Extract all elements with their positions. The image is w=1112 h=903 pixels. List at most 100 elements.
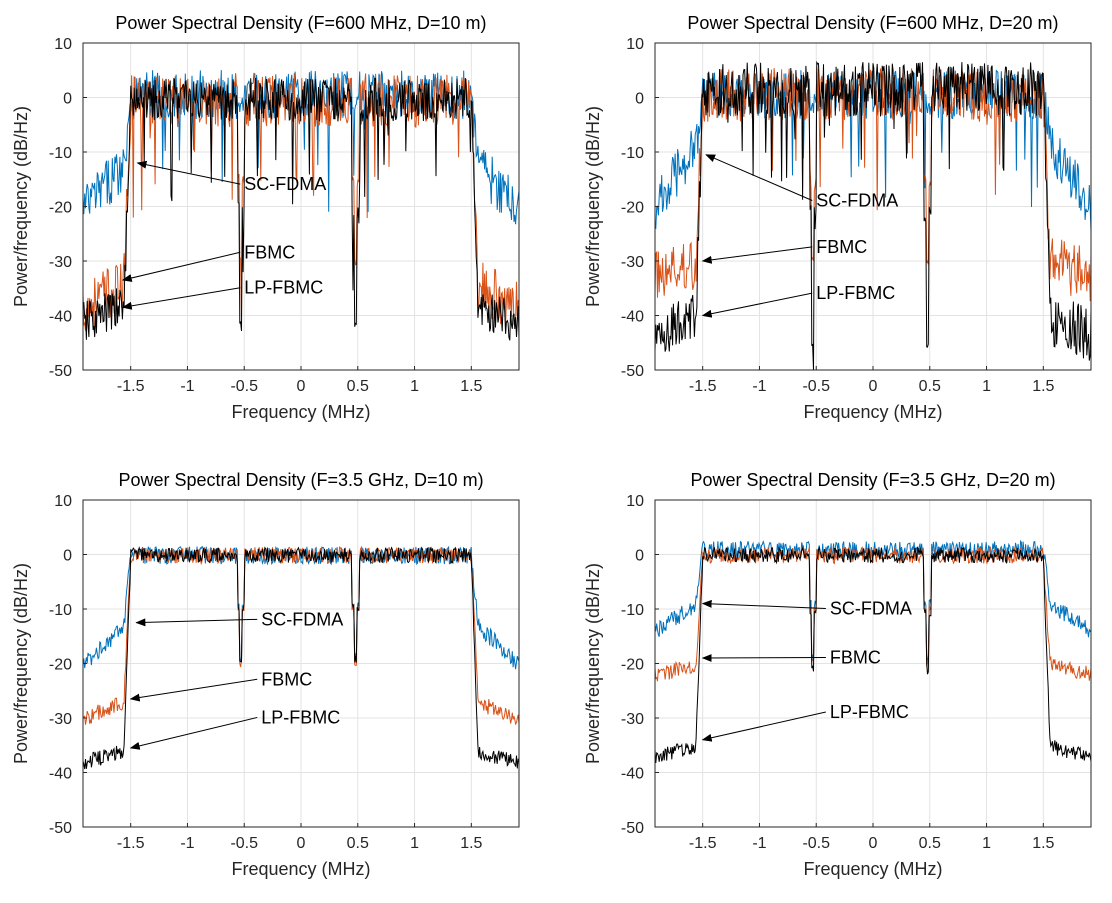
- y-tick-label: -40: [621, 309, 644, 326]
- x-tick-label: -1.5: [689, 378, 717, 395]
- y-tick-label: -30: [621, 254, 644, 271]
- y-tick-label: -10: [621, 602, 644, 619]
- chart-title: Power Spectral Density (F=3.5 GHz, D=20 …: [690, 470, 1055, 490]
- annotation-label: LP-FBMC: [244, 278, 323, 298]
- x-tick-label: -0.5: [802, 378, 830, 395]
- psd-panel-4: -1.5 -1 -0.5 0 0.5 1 1.5 10 0 -10 -20 -30 -40 -50 Powe…: [583, 470, 1092, 879]
- x-axis-label: Frequency (MHz): [803, 402, 942, 422]
- annotation-label: LP-FBMC: [261, 707, 340, 727]
- annotation-arrow: [701, 654, 826, 663]
- y-axis-label: Power/frequency (dB/Hz): [583, 563, 603, 764]
- annotation-label: SC-FDMA: [244, 174, 326, 194]
- x-tick-label: 0.5: [919, 378, 941, 395]
- x-tick-label: -0.5: [230, 835, 258, 852]
- y-tick-label: 0: [635, 548, 644, 565]
- x-tick-label: -1.5: [117, 378, 145, 395]
- annotation-label: LP-FBMC: [816, 283, 895, 303]
- y-tick-label: -40: [621, 766, 644, 783]
- y-tick-label: -10: [49, 145, 72, 162]
- series-line-lpfbmc: [655, 545, 1091, 764]
- annotation-arrow: [701, 711, 826, 742]
- x-tick-label: 0: [869, 835, 878, 852]
- x-tick-label: -1: [180, 378, 194, 395]
- x-tick-label: 0: [297, 835, 306, 852]
- x-tick-label: 1: [410, 378, 419, 395]
- series-line-lpfbmc: [83, 77, 519, 341]
- annotation-label: FBMC: [830, 648, 881, 668]
- x-tick-label: 0: [297, 378, 306, 395]
- annotation-label: SC-FDMA: [816, 191, 898, 211]
- x-axis-label: Frequency (MHz): [231, 859, 370, 879]
- y-tick-label: 10: [54, 493, 72, 510]
- y-tick-label: -30: [49, 711, 72, 728]
- annotation-arrow: [701, 599, 826, 609]
- y-axis-label: Power/frequency (dB/Hz): [11, 106, 31, 307]
- annotation-arrow: [135, 618, 258, 627]
- y-axis-label: Power/frequency (dB/Hz): [583, 106, 603, 307]
- x-tick-label: 1: [982, 378, 991, 395]
- y-tick-label: -30: [621, 711, 644, 728]
- x-tick-label: -0.5: [802, 835, 830, 852]
- x-tick-label: 1.5: [460, 378, 482, 395]
- annotation-arrow: [121, 251, 241, 282]
- x-axis-label: Frequency (MHz): [231, 402, 370, 422]
- x-tick-label: 1: [410, 835, 419, 852]
- x-tick-label: -1: [180, 835, 194, 852]
- annotation-label: FBMC: [261, 669, 312, 689]
- x-tick-label: 0.5: [347, 378, 369, 395]
- x-tick-label: 1.5: [460, 835, 482, 852]
- x-tick-label: 0.5: [347, 835, 369, 852]
- annotation-arrow: [705, 154, 813, 201]
- chart-title: Power Spectral Density (F=600 MHz, D=20 …: [687, 13, 1058, 33]
- annotation-label: LP-FBMC: [830, 702, 909, 722]
- y-tick-label: -20: [621, 657, 644, 674]
- y-tick-label: 10: [54, 36, 72, 53]
- annotation-arrow: [701, 246, 813, 264]
- y-tick-label: -40: [49, 309, 72, 326]
- x-tick-label: 1.5: [1032, 378, 1054, 395]
- x-tick-label: 1.5: [1032, 835, 1054, 852]
- x-tick-label: -1.5: [117, 835, 145, 852]
- y-tick-label: -20: [49, 200, 72, 217]
- annotation-arrow: [136, 160, 241, 185]
- y-tick-label: -30: [49, 254, 72, 271]
- psd-panel-3: -1.5 -1 -0.5 0 0.5 1 1.5 10 0 -10 -20 -30 -40 -50 Powe…: [11, 470, 520, 879]
- y-tick-label: 0: [63, 91, 72, 108]
- chart-title: Power Spectral Density (F=3.5 GHz, D=10 …: [118, 470, 483, 490]
- annotation-label: FBMC: [244, 242, 295, 262]
- x-tick-label: 0: [869, 378, 878, 395]
- x-tick-label: -1: [752, 378, 766, 395]
- y-tick-label: -40: [49, 766, 72, 783]
- annotation-arrow: [121, 287, 241, 310]
- chart-title: Power Spectral Density (F=600 MHz, D=10 …: [115, 13, 486, 33]
- x-axis-label: Frequency (MHz): [803, 859, 942, 879]
- y-axis-label: Power/frequency (dB/Hz): [11, 563, 31, 764]
- annotation-arrow: [701, 292, 813, 318]
- y-tick-label: -20: [621, 200, 644, 217]
- annotation-label: SC-FDMA: [830, 598, 912, 618]
- y-tick-label: -50: [621, 820, 644, 837]
- x-tick-label: -1: [752, 835, 766, 852]
- series-line-fbmc: [655, 546, 1091, 682]
- y-tick-label: 0: [63, 548, 72, 565]
- x-tick-label: 0.5: [919, 835, 941, 852]
- y-tick-label: -10: [49, 602, 72, 619]
- y-tick-label: -50: [49, 363, 72, 380]
- y-tick-label: 0: [635, 91, 644, 108]
- annotation-label: SC-FDMA: [261, 609, 343, 629]
- y-tick-label: -50: [621, 363, 644, 380]
- x-tick-label: -0.5: [230, 378, 258, 395]
- x-tick-label: -1.5: [689, 835, 717, 852]
- y-tick-label: -50: [49, 820, 72, 837]
- y-tick-label: -20: [49, 657, 72, 674]
- annotation-label: FBMC: [816, 237, 867, 257]
- psd-panel-2: -1.5 -1 -0.5 0 0.5 1 1.5 10 0 -10 -20 -30 -40 -50 Powe…: [583, 13, 1092, 422]
- y-tick-label: -10: [621, 145, 644, 162]
- y-tick-label: 10: [626, 36, 644, 53]
- series-line-lpfbmc: [655, 60, 1091, 370]
- annotation-arrow: [129, 716, 258, 750]
- x-tick-label: 1: [982, 835, 991, 852]
- series-line-lpfbmc: [83, 546, 519, 770]
